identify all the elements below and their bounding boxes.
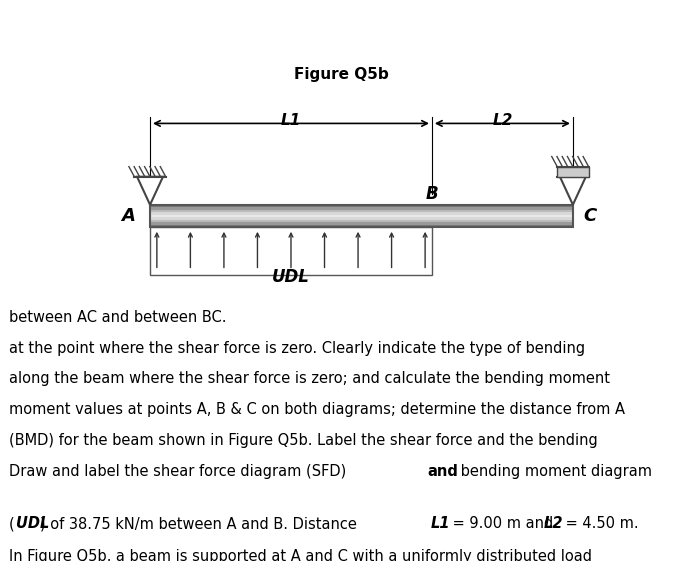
Text: (BMD) for the beam shown in Figure Q5b. Label the shear force and the bending: (BMD) for the beam shown in Figure Q5b. …: [9, 433, 597, 448]
Bar: [150, 215, 573, 217]
Bar: [150, 220, 573, 222]
Text: moment values at points A, B & C on both diagrams; determine the distance from A: moment values at points A, B & C on both…: [9, 402, 625, 417]
Text: L1: L1: [430, 516, 450, 531]
Bar: [557, 167, 589, 177]
Bar: [150, 212, 573, 215]
Text: In Figure Q5b, a beam is supported at A and C with a uniformly distributed load: In Figure Q5b, a beam is supported at A …: [9, 549, 592, 561]
Polygon shape: [137, 177, 163, 205]
Text: between AC and between BC.: between AC and between BC.: [9, 310, 226, 325]
Bar: [150, 225, 573, 227]
Text: L2: L2: [544, 516, 563, 531]
Polygon shape: [560, 177, 586, 205]
Text: = 9.00 m and: = 9.00 m and: [448, 516, 558, 531]
Text: at the point where the shear force is zero. Clearly indicate the type of bending: at the point where the shear force is ze…: [9, 341, 585, 356]
Text: B: B: [426, 185, 439, 203]
Bar: [150, 205, 573, 227]
Text: C: C: [583, 207, 596, 225]
Text: along the beam where the shear force is zero; and calculate the bending moment: along the beam where the shear force is …: [9, 371, 610, 387]
Text: (: (: [9, 516, 14, 531]
Text: UDL: UDL: [16, 516, 49, 531]
Text: bending moment diagram: bending moment diagram: [456, 464, 652, 479]
Text: Draw and label the shear force diagram (SFD): Draw and label the shear force diagram (…: [9, 464, 351, 479]
Text: A: A: [121, 207, 135, 225]
Bar: [150, 227, 432, 275]
Text: L1: L1: [281, 113, 301, 128]
Text: Figure Q5b: Figure Q5b: [294, 67, 388, 82]
Bar: [150, 207, 573, 210]
Bar: [150, 205, 573, 207]
Text: and: and: [428, 464, 459, 479]
Text: UDL: UDL: [272, 268, 310, 286]
Bar: [150, 217, 573, 220]
Bar: [150, 222, 573, 225]
Bar: [150, 210, 573, 212]
Text: ) of 38.75 kN/m between A and B. Distance: ) of 38.75 kN/m between A and B. Distanc…: [40, 516, 361, 531]
Text: L2: L2: [492, 113, 513, 128]
Text: = 4.50 m.: = 4.50 m.: [561, 516, 639, 531]
